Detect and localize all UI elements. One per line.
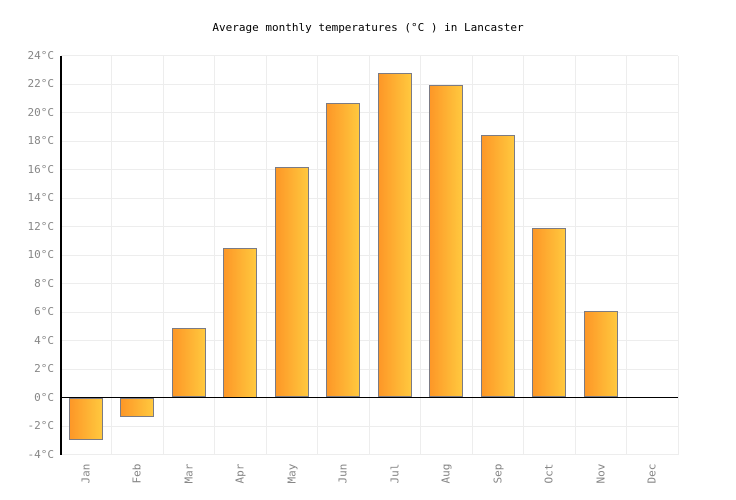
x-tick-label-text: Apr bbox=[233, 463, 247, 483]
x-tick-label-text: May bbox=[285, 463, 299, 483]
y-tick-label: 4°C bbox=[34, 333, 54, 347]
gridline-horizontal bbox=[61, 254, 678, 256]
bar-nov[interactable] bbox=[583, 310, 618, 398]
bar-feb[interactable] bbox=[120, 397, 155, 418]
gridline-horizontal bbox=[61, 340, 678, 341]
x-tick-label-nov: Nov bbox=[586, 456, 616, 490]
bar-apr[interactable] bbox=[223, 247, 258, 398]
gridline-horizontal bbox=[61, 140, 678, 142]
y-tick-label: 10°C bbox=[27, 248, 55, 261]
y-tick-label: 14°C bbox=[27, 191, 55, 204]
x-tick-label-text: Jul bbox=[388, 463, 402, 483]
bar-sep[interactable] bbox=[480, 135, 515, 398]
x-tick-label-dec: Dec bbox=[637, 456, 667, 490]
gridline-horizontal bbox=[61, 311, 678, 313]
x-axis-zero-line bbox=[60, 396, 678, 399]
bar-aug[interactable] bbox=[429, 85, 464, 398]
x-tick-label-text: Mar bbox=[182, 463, 196, 483]
gridline-horizontal bbox=[61, 112, 678, 113]
y-tick-label: 0°C bbox=[34, 390, 54, 404]
gridline-horizontal bbox=[61, 169, 678, 170]
x-tick-label-jul: Jul bbox=[380, 456, 410, 490]
gridline-vertical bbox=[265, 55, 267, 455]
x-tick-label-text: Nov bbox=[594, 463, 608, 483]
gridline-horizontal bbox=[61, 454, 678, 455]
gridline-vertical bbox=[677, 55, 679, 455]
bar-may[interactable] bbox=[274, 166, 309, 398]
x-tick-label-text: Sep bbox=[491, 463, 505, 483]
bar-jan[interactable] bbox=[68, 397, 103, 441]
gridline-horizontal bbox=[61, 425, 678, 427]
x-tick-label-feb: Feb bbox=[122, 456, 152, 490]
y-tick-label: 22°C bbox=[27, 77, 55, 90]
gridline-vertical bbox=[162, 55, 164, 455]
x-tick-label-oct: Oct bbox=[534, 456, 564, 490]
y-axis-line bbox=[60, 55, 62, 455]
gridline-vertical bbox=[111, 55, 112, 455]
bar-mar[interactable] bbox=[171, 327, 206, 398]
gridline-horizontal bbox=[61, 226, 678, 227]
gridline-vertical bbox=[317, 55, 318, 455]
x-tick-label-jan: Jan bbox=[71, 456, 101, 490]
x-tick-label-text: Jan bbox=[79, 463, 93, 483]
gridline-vertical bbox=[368, 55, 370, 455]
gridline-horizontal bbox=[61, 83, 678, 85]
x-tick-label-sep: Sep bbox=[483, 456, 513, 490]
y-tick-label: 16°C bbox=[27, 162, 55, 176]
gridline-vertical bbox=[523, 55, 524, 455]
bar-jul[interactable] bbox=[377, 72, 412, 398]
y-tick-label: 6°C bbox=[34, 305, 54, 318]
gridline-horizontal bbox=[61, 55, 678, 56]
bar-jun[interactable] bbox=[326, 102, 361, 398]
x-tick-label-text: Dec bbox=[645, 463, 659, 483]
x-tick-label-mar: Mar bbox=[174, 456, 204, 490]
gridline-vertical bbox=[214, 55, 215, 455]
y-tick-label: 8°C bbox=[34, 276, 54, 290]
bar-oct[interactable] bbox=[532, 227, 567, 398]
y-tick-label: 2°C bbox=[34, 362, 54, 375]
y-tick-label: 24°C bbox=[27, 48, 55, 62]
x-tick-label-jun: Jun bbox=[328, 456, 358, 490]
y-tick-label: 18°C bbox=[27, 134, 55, 147]
chart-title: Average monthly temperatures (°C ) in La… bbox=[212, 21, 524, 34]
y-tick-label: 20°C bbox=[27, 105, 55, 119]
y-tick-label: -2°C bbox=[27, 419, 55, 432]
x-tick-label-text: Oct bbox=[542, 463, 556, 483]
gridline-vertical bbox=[420, 55, 421, 455]
x-tick-label-text: Jun bbox=[336, 463, 350, 483]
gridline-horizontal bbox=[61, 368, 678, 370]
x-tick-label-apr: Apr bbox=[225, 456, 255, 490]
gridline-vertical bbox=[471, 55, 473, 455]
y-tick-label: 12°C bbox=[27, 219, 55, 233]
gridline-vertical bbox=[626, 55, 627, 455]
x-tick-label-may: May bbox=[277, 456, 307, 490]
x-tick-label-aug: Aug bbox=[431, 456, 461, 490]
y-tick-label: -4°C bbox=[27, 447, 55, 461]
x-tick-label-text: Aug bbox=[439, 463, 453, 483]
gridline-vertical bbox=[574, 55, 576, 455]
gridline-horizontal bbox=[61, 197, 678, 199]
gridline-horizontal bbox=[61, 283, 678, 284]
x-tick-label-text: Feb bbox=[130, 463, 144, 483]
